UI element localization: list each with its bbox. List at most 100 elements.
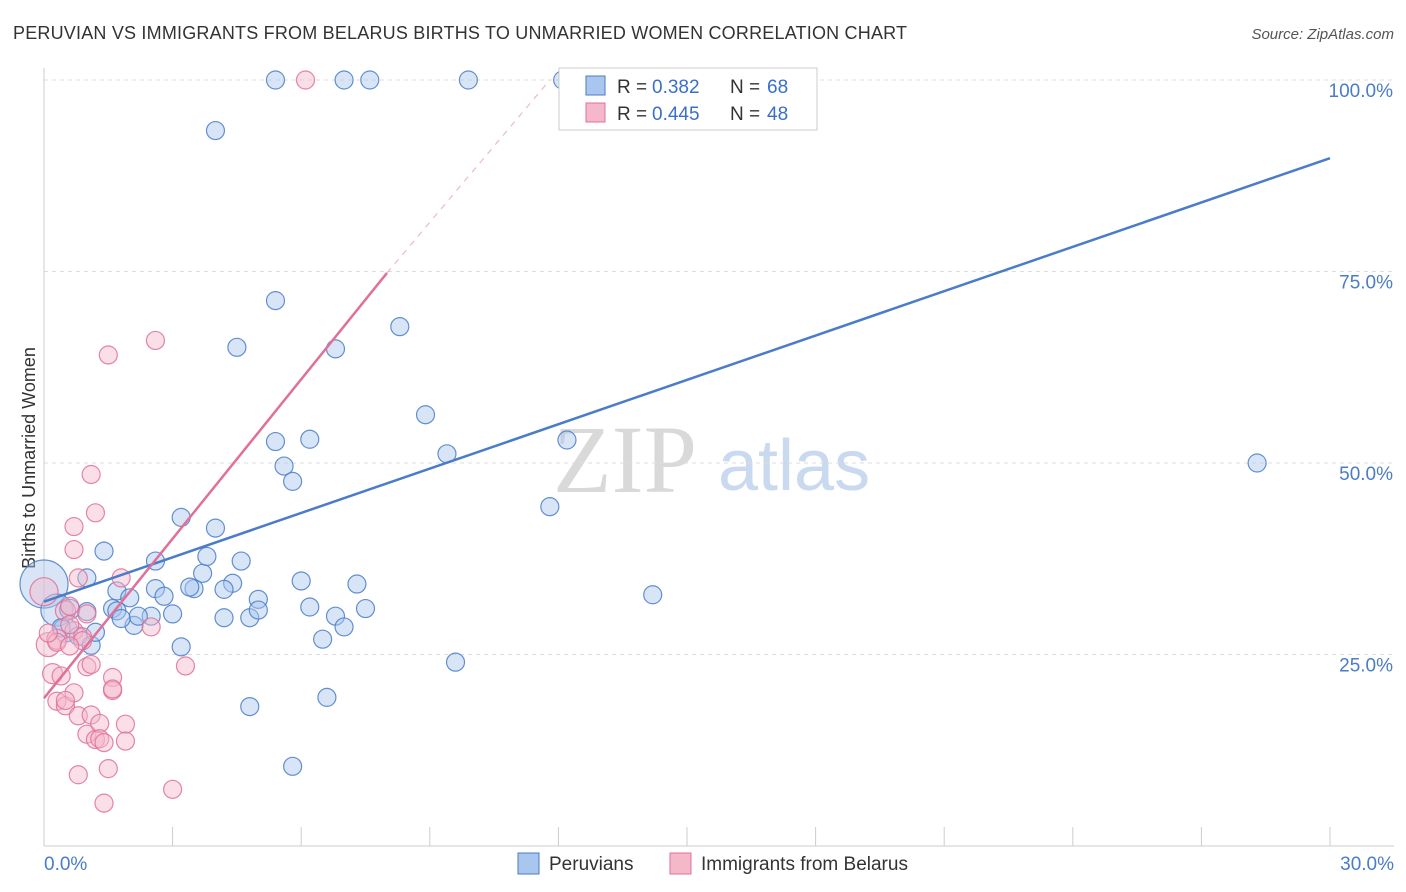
- point-peruvians-48: [205, 120, 226, 141]
- point-peruvians-49: [265, 70, 286, 90]
- point-peruvians-64: [111, 608, 131, 629]
- legend-n-label-2: N =: [730, 104, 760, 125]
- point-peruvians-10: [120, 588, 140, 608]
- point-peruvians-16: [171, 507, 191, 527]
- point-peruvians-47: [227, 337, 247, 357]
- point-peruvians-19: [197, 546, 217, 567]
- point-peruvians-0: [19, 559, 69, 609]
- point-belarus-24: [115, 731, 136, 751]
- point-peruvians-67: [300, 597, 320, 617]
- y-tick-label-25: 25.0%: [1339, 656, 1393, 677]
- point-peruvians-57: [171, 637, 191, 657]
- point-peruvians-51: [360, 70, 380, 90]
- legend-r-value-2: 0.445: [652, 104, 700, 125]
- point-belarus-19: [94, 732, 114, 753]
- point-belarus-23: [115, 714, 136, 734]
- trend-line-belarus: [43, 272, 388, 699]
- point-belarus-35: [98, 345, 118, 365]
- bottom-legend-swatch-belarus: [669, 852, 692, 875]
- point-peruvians-14: [154, 586, 174, 606]
- point-peruvians-26: [248, 600, 268, 620]
- x-tick-marks: [43, 827, 1331, 846]
- point-peruvians-56: [317, 687, 337, 707]
- legend-r-value-1: 0.382: [652, 77, 700, 98]
- point-belarus-26: [94, 793, 114, 813]
- point-peruvians-41: [540, 497, 560, 517]
- point-belarus-39: [77, 604, 97, 624]
- point-peruvians-45: [265, 291, 286, 311]
- point-peruvians-15: [163, 604, 183, 624]
- point-peruvians-30: [291, 571, 311, 591]
- y-tick-label-75: 75.0%: [1339, 273, 1393, 294]
- point-peruvians-28: [274, 456, 294, 476]
- point-peruvians-21: [214, 608, 234, 628]
- x-tick-label-end: 30.0%: [1340, 854, 1394, 875]
- series-legend: Peruvians Immigrants from Belarus: [517, 852, 908, 875]
- point-peruvians-55: [240, 696, 260, 717]
- trend-extension-belarus: [386, 79, 551, 274]
- legend-swatch-belarus: [585, 102, 606, 123]
- point-peruvians-32: [313, 629, 333, 649]
- point-belarus-41: [60, 615, 80, 635]
- point-peruvians-44: [1247, 453, 1267, 473]
- y-tick-label-100: 100.0%: [1329, 81, 1394, 102]
- point-belarus-25: [68, 765, 88, 785]
- point-belarus-37: [295, 70, 316, 90]
- watermark-atlas: atlas: [718, 426, 870, 506]
- point-peruvians-36: [355, 598, 376, 619]
- chart-title: PERUVIAN VS IMMIGRANTS FROM BELARUS BIRT…: [13, 23, 907, 43]
- point-peruvians-35: [347, 574, 367, 594]
- legend-n-label-1: N =: [730, 77, 760, 98]
- point-peruvians-40: [445, 652, 466, 672]
- legend-n-value-2: 48: [767, 104, 788, 125]
- legend-r-label-2: R =: [617, 104, 647, 125]
- point-belarus-31: [85, 503, 106, 523]
- gridlines: 25.0% 50.0% 75.0% 100.0%: [44, 79, 1394, 677]
- point-belarus-17: [90, 713, 110, 734]
- point-belarus-21: [102, 667, 123, 688]
- point-belarus-34: [64, 539, 84, 560]
- point-peruvians-66: [214, 579, 234, 599]
- point-peruvians-42: [557, 430, 577, 450]
- point-peruvians-43: [643, 585, 663, 605]
- point-belarus-33: [64, 516, 84, 537]
- point-peruvians-38: [415, 405, 436, 425]
- point-belarus-7: [68, 568, 88, 588]
- point-belarus-20: [98, 759, 118, 779]
- point-belarus-47: [38, 623, 58, 643]
- point-belarus-40: [81, 654, 101, 675]
- y-axis-label: Births to Unmarried Women: [19, 347, 39, 569]
- point-peruvians-25: [248, 589, 268, 609]
- point-belarus-29: [141, 617, 161, 637]
- point-peruvians-54: [283, 756, 303, 776]
- point-belarus-32: [81, 464, 101, 485]
- point-peruvians-46: [325, 339, 346, 359]
- legend-n-value-1: 68: [767, 77, 788, 98]
- point-belarus-5: [60, 596, 80, 616]
- point-belarus-46: [60, 636, 80, 656]
- watermark-zip: ZIP: [553, 406, 697, 513]
- correlation-legend: R = 0.382 N = 68 R = 0.445 N = 48: [558, 67, 818, 131]
- point-peruvians-23: [231, 551, 251, 571]
- x-tick-label-start: 0.0%: [44, 854, 87, 875]
- point-belarus-28: [175, 656, 196, 676]
- point-peruvians-29: [283, 471, 303, 491]
- point-belarus-44: [102, 679, 123, 699]
- point-belarus-36: [145, 330, 166, 351]
- point-peruvians-52: [458, 70, 478, 90]
- point-peruvians-27: [265, 431, 286, 452]
- point-belarus-27: [163, 779, 183, 799]
- chart-source: Source: ZipAtlas.com: [1251, 26, 1394, 43]
- bottom-legend-swatch-peruvians: [517, 852, 540, 875]
- point-peruvians-20: [205, 518, 226, 538]
- legend-r-label-1: R =: [617, 77, 647, 98]
- point-belarus-42: [55, 690, 76, 711]
- trend-line-peruvians: [43, 156, 1331, 603]
- point-peruvians-60: [94, 541, 114, 561]
- point-peruvians-37: [390, 317, 410, 337]
- bottom-legend-label-belarus: Immigrants from Belarus: [701, 854, 908, 875]
- point-peruvians-34: [334, 617, 354, 637]
- point-peruvians-50: [334, 70, 354, 90]
- point-peruvians-18: [193, 563, 213, 583]
